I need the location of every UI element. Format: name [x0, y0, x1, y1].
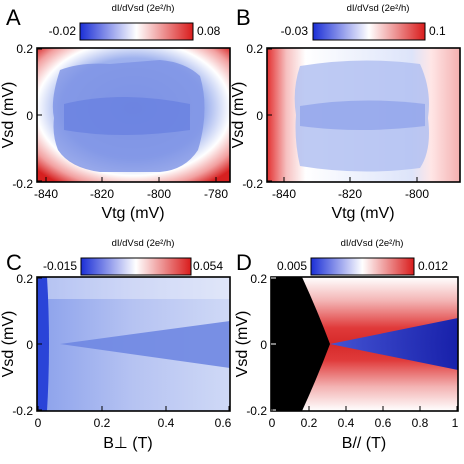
wedge-c: [60, 321, 230, 368]
colorbar-min-a: -0.02: [49, 24, 77, 38]
gap-core-a: [64, 97, 190, 135]
wedge-d: [330, 318, 458, 370]
x-ticks-d: 0 0.2 0.4 0.6 0.8 1: [269, 406, 459, 430]
colorbar-max-d: 0.012: [418, 259, 448, 273]
ytick-a-1: 0: [26, 109, 33, 123]
xtick-c-2: 0.4: [158, 416, 175, 430]
ytick-c-2: -0.2: [12, 404, 33, 418]
ytick-a-0: 0.2: [16, 42, 33, 56]
xtick-a-2: -800: [147, 187, 171, 201]
x-ticks-c: 0 0.2 0.4 0.6: [35, 406, 232, 430]
ytick-b-2: -0.2: [242, 177, 263, 191]
gap-core-b: [300, 100, 425, 130]
panel-label-b: B: [236, 5, 251, 30]
colorbar-a: [79, 22, 194, 41]
xlabel-a: Vtg (mV): [101, 205, 164, 222]
low-field-band-c: [37, 277, 49, 411]
panel-b: B dI/dVsd (2e²/h) -0.03 0.1 0.2 0 -0.2 -…: [230, 3, 461, 222]
xtick-d-1: 0.2: [301, 416, 318, 430]
colorbar-min-b: -0.03: [281, 24, 309, 38]
colorbar-max-b: 0.1: [429, 24, 446, 38]
xtick-d-0: 0: [269, 416, 276, 430]
colorbar-title-a: dI/dVsd (2e²/h): [112, 3, 175, 14]
xtick-a-1: -820: [90, 187, 114, 201]
ytick-b-1: 0: [256, 109, 263, 123]
ytick-d-0: 0.2: [250, 272, 267, 286]
y-ticks-a: 0.2 0 -0.2: [12, 42, 42, 191]
masked-region-d: [271, 277, 330, 411]
x-ticks-a: -840 -820 -800 -780: [34, 177, 228, 201]
xtick-a-0: -840: [34, 187, 58, 201]
x-ticks-b: -840 -820 -800: [272, 177, 429, 201]
ylabel-b: Vsd (mV): [230, 82, 247, 149]
ytick-c-1: 0: [26, 338, 33, 352]
xlabel-b: Vtg (mV): [331, 205, 394, 222]
ylabel-c: Vsd (mV): [0, 311, 17, 378]
ytick-b-0: 0.2: [246, 42, 263, 56]
colorbar-title-c: dI/dVsd (2e²/h): [112, 238, 175, 249]
ytick-a-2: -0.2: [12, 177, 33, 191]
xtick-a-3: -780: [204, 187, 228, 201]
panel-d: D dI/dVsd (2e²/h) 0.005 0.012 0.2 0 -0.2…: [234, 238, 459, 452]
y-ticks-c: 0.2 0 -0.2: [12, 272, 42, 418]
colorbar-min-c: -0.015: [43, 259, 77, 273]
xtick-d-5: 1: [452, 416, 459, 430]
panel-a: A dI/dVsd (2e²/h) -0.02 0.08 0.2 0 -0.2 …: [0, 3, 231, 222]
colorbar-c: [80, 257, 192, 276]
ytick-d-2: -0.2: [246, 404, 267, 418]
ytick-d-1: 0: [260, 338, 267, 352]
colorbar-title-d: dI/dVsd (2e²/h): [341, 238, 404, 249]
colorbar-max-c: 0.054: [193, 259, 223, 273]
ytick-c-0: 0.2: [16, 272, 33, 286]
ylabel-a: Vsd (mV): [0, 82, 17, 149]
colorbar-max-a: 0.08: [197, 24, 221, 38]
y-ticks-b: 0.2 0 -0.2: [242, 42, 272, 191]
ylabel-d: Vsd (mV): [234, 311, 251, 378]
xtick-b-0: -840: [272, 187, 296, 201]
colorbar-d: [310, 257, 415, 276]
xtick-b-1: -820: [338, 187, 362, 201]
panel-label-a: A: [6, 5, 21, 30]
heatmap-c-top-fade: [37, 277, 230, 299]
xlabel-c: B⊥ (T): [103, 435, 152, 452]
xtick-c-1: 0.2: [94, 416, 111, 430]
xtick-b-2: -800: [405, 187, 429, 201]
xtick-c-3: 0.6: [215, 416, 232, 430]
xtick-d-3: 0.6: [375, 416, 392, 430]
xlabel-d: B// (T): [342, 435, 386, 452]
xtick-c-0: 0: [35, 416, 42, 430]
y-ticks-d: 0.2 0 -0.2: [246, 272, 276, 418]
colorbar-min-d: 0.005: [277, 259, 307, 273]
xtick-d-2: 0.4: [338, 416, 355, 430]
colorbar-title-b: dI/dVsd (2e²/h): [347, 3, 410, 14]
panel-label-c: C: [6, 250, 22, 275]
colorbar-b: [312, 22, 426, 41]
panel-label-d: D: [236, 250, 252, 275]
panel-c: C dI/dVsd (2e²/h) -0.015 0.054 0.2 0 -0.…: [0, 238, 232, 452]
xtick-d-4: 0.8: [412, 416, 429, 430]
